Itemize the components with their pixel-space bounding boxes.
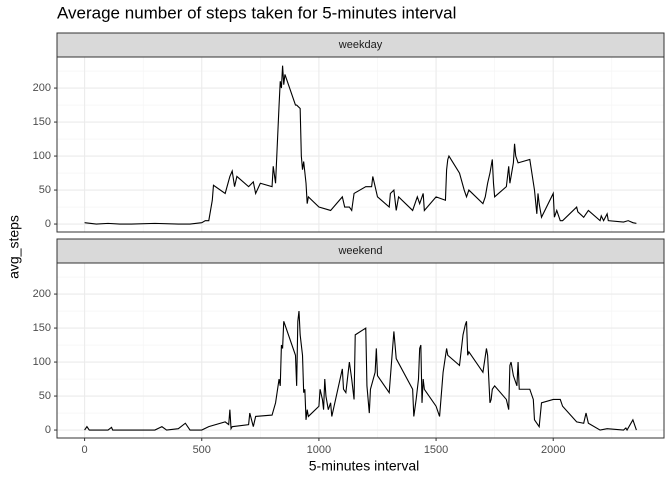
x-tick-label: 1500 [424,444,448,456]
x-tick-label: 0 [82,444,88,456]
y-tick-label: 0 [45,424,51,436]
strip [56,32,665,58]
panel-border [56,56,665,233]
y-tick-label: 100 [33,356,51,368]
x-tick-label: 1000 [307,444,331,456]
x-tick-label: 500 [193,444,211,456]
y-tick-label: 150 [33,116,51,128]
y-axis-label: avg_steps [6,215,22,279]
y-tick-label: 50 [39,184,51,196]
strip-label: weekend [337,245,382,257]
strip [56,238,665,264]
strip-label: weekday [338,39,383,51]
panel [57,263,664,438]
y-tick-label: 50 [39,390,51,402]
data-line [84,311,637,432]
x-axis-label: 5-minutes interval [309,458,420,474]
chart-title: Average number of steps taken for 5-minu… [57,3,456,22]
y-tick-label: 200 [33,82,51,94]
y-tick-label: 100 [33,150,51,162]
x-tick-label: 2000 [541,444,565,456]
panel-border [56,262,665,439]
data-line [84,65,637,225]
y-tick-label: 200 [33,288,51,300]
y-tick-label: 0 [45,218,51,230]
panel [57,57,664,232]
y-tick-label: 150 [33,322,51,334]
